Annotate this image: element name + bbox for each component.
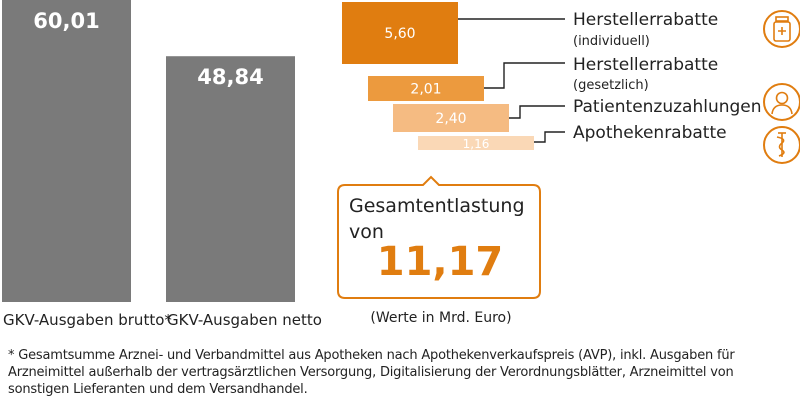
main-bar [166, 56, 295, 302]
discount-bar [393, 104, 509, 132]
discount-name-label: Herstellerrabatte [573, 55, 718, 75]
pharmacy-caduceus-icon [763, 126, 800, 164]
main-bar-value-label: 48,84 [197, 65, 263, 89]
discount-name-label: Patientenzuzahlungen [573, 97, 762, 117]
discount-bar [342, 2, 458, 64]
discount-sub-label: (gesetzlich) [573, 78, 649, 93]
discount-name-label: Herstellerrabatte [573, 10, 718, 30]
main-bar-value-label: 60,01 [33, 9, 99, 33]
discount-bar-value-label: 1,16 [463, 137, 490, 151]
unit-note: (Werte in Mrd. Euro) [370, 310, 511, 326]
discount-bar-value-label: 2,01 [410, 82, 441, 98]
leader-line [484, 62, 565, 89]
discount-name-label: Apothekenrabatte [573, 123, 727, 143]
discount-bar-value-label: 2,40 [435, 111, 466, 127]
total-title-line1: Gesamtentlastung [349, 195, 525, 217]
leader-line [534, 131, 565, 143]
discount-bar [418, 136, 534, 150]
footnote: * Gesamtsumme Arznei- und Verbandmittel … [8, 348, 735, 397]
total-callout: Gesamtentlastung von 11,17 [337, 175, 541, 299]
discount-bars: 5,60 2,01 2,40 1,16 [342, 2, 534, 151]
discount-labels: Herstellerrabatte (individuell) Hersteller… [573, 10, 762, 143]
leader-line [509, 105, 565, 119]
patient-icon [763, 83, 800, 121]
discount-bar-value-label: 5,60 [384, 26, 415, 42]
main-bar-category-label: GKV-Ausgaben brutto* [3, 311, 172, 329]
medicine-bottle-icon [763, 10, 800, 48]
total-title-line2: von [349, 221, 384, 243]
total-value: 11,17 [377, 239, 504, 285]
discount-bar [368, 76, 484, 101]
discount-sub-label: (individuell) [573, 34, 650, 49]
total-callout-frame [337, 175, 541, 299]
main-bar-category-label: GKV-Ausgaben netto [167, 311, 322, 329]
main-bar [2, 0, 131, 302]
leader-lines [458, 18, 565, 143]
main-bars: 60,01 GKV-Ausgaben brutto* 48,84 GKV-Ausgab… [2, 0, 322, 329]
